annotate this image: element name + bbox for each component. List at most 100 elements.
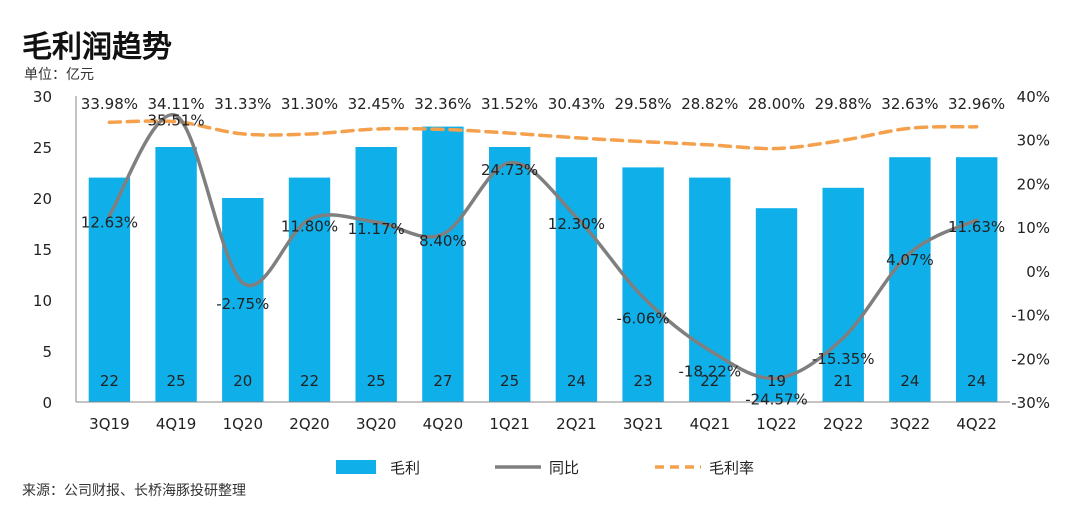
y-right-tick-label: 40%: [1017, 88, 1050, 106]
yoy-value-label: 11.17%: [348, 220, 405, 238]
bar-value-label: 22: [100, 372, 119, 390]
page-title: 毛利润趋势: [22, 30, 172, 65]
bar: [622, 167, 664, 402]
line-series: [107, 113, 979, 381]
x-tick-label: 2Q21: [556, 415, 596, 433]
margin-value-label: 29.88%: [815, 95, 872, 113]
bar: [422, 126, 464, 402]
y-left-tick-label: 0: [42, 394, 52, 412]
x-tick-label: 4Q21: [690, 415, 730, 433]
bar-value-label: 25: [167, 372, 186, 390]
margin-value-label: 30.43%: [548, 95, 605, 113]
yoy-value-label: 4.07%: [886, 251, 934, 269]
bar-value-label: 22: [300, 372, 319, 390]
y-right-tick-label: -30%: [1011, 394, 1050, 412]
legend-swatch-bar: [336, 460, 376, 474]
x-tick-label: 4Q19: [156, 415, 196, 433]
yoy-value-label: 24.73%: [481, 161, 538, 179]
yoy-value-label: 12.30%: [548, 215, 605, 233]
bar-value-label: 20: [233, 372, 252, 390]
margin-value-label: 29.58%: [614, 95, 671, 113]
unit-label: 单位：亿元: [24, 67, 94, 83]
yoy-value-label: 8.40%: [419, 232, 467, 250]
bar-value-label: 19: [767, 372, 786, 390]
bar-value-label: 25: [367, 372, 386, 390]
bar: [355, 147, 397, 402]
bar: [555, 157, 598, 402]
yoy-value-label: 35.51%: [147, 112, 204, 130]
x-tick-label: 3Q19: [89, 415, 129, 433]
bar-value-label: 25: [500, 372, 519, 390]
y-left-tick-label: 5: [42, 343, 52, 361]
margin-value-label: 32.45%: [348, 95, 405, 113]
bar-value-label: 24: [967, 372, 986, 390]
yoy-value-label: 11.80%: [281, 217, 338, 235]
yoy-value-label: 11.63%: [948, 218, 1005, 236]
bar: [822, 187, 864, 402]
margin-value-label: 28.00%: [748, 95, 805, 113]
yoy-value-label: -24.57%: [745, 390, 808, 408]
bar: [155, 147, 197, 402]
yoy-value-label: 12.63%: [81, 214, 138, 232]
bar-series: [88, 126, 998, 402]
bar-value-label: 22: [700, 372, 719, 390]
source-note: 来源：公司财报、长桥海豚投研整理: [22, 483, 246, 499]
margin-value-label: 28.82%: [681, 95, 738, 113]
margin-value-label: 32.96%: [948, 95, 1005, 113]
bar-value-label: 24: [900, 372, 919, 390]
y-left-tick-label: 25: [33, 139, 52, 157]
y-right-tick-label: -10%: [1011, 307, 1050, 325]
bar: [489, 147, 531, 402]
bar-value-label: 27: [433, 372, 452, 390]
bar: [222, 198, 264, 402]
margin-value-label: 31.33%: [214, 95, 271, 113]
data-labels: 22 25 20 22 25 27 25 24 23 22 19 21 24 24 33.98% 34.11%…: [81, 95, 1005, 408]
margin-value-label: 31.30%: [281, 95, 338, 113]
x-tick-label: 3Q22: [890, 415, 930, 433]
bar-value-label: 24: [567, 372, 586, 390]
y-left-tick-label: 20: [33, 190, 52, 208]
legend-label: 同比: [549, 459, 579, 477]
bar: [288, 177, 331, 402]
legend-label: 毛利: [390, 459, 420, 477]
legend: 毛利 同比 毛利率: [336, 459, 754, 477]
x-tick-label: 4Q20: [423, 415, 463, 433]
yoy-value-label: -15.35%: [812, 350, 875, 368]
x-tick-label: 2Q20: [289, 415, 329, 433]
x-tick-label: 1Q22: [756, 415, 796, 433]
bar-value-label: 21: [834, 372, 853, 390]
axes: 0 5 10 15 20 25 30 -30% -20% -10% 0% 10% 20% 30% 40% 3Q…: [33, 88, 1050, 433]
x-tick-label: 1Q20: [223, 415, 263, 433]
y-right-tick-label: 20%: [1017, 175, 1050, 193]
y-left-tick-label: 15: [33, 241, 52, 259]
legend-label: 毛利率: [709, 459, 754, 477]
yoy-line: [107, 113, 979, 381]
bar: [88, 177, 131, 402]
yoy-value-label: -6.06%: [617, 309, 670, 327]
x-tick-label: 3Q20: [356, 415, 396, 433]
yoy-value-label: -18.22%: [678, 363, 741, 381]
y-left-tick-label: 30: [33, 88, 52, 106]
bar: [689, 177, 731, 402]
y-right-tick-label: 30%: [1017, 132, 1050, 150]
margin-line: [107, 119, 979, 151]
margin-value-label: 31.52%: [481, 95, 538, 113]
margin-value-label: 32.36%: [414, 95, 471, 113]
x-tick-label: 1Q21: [489, 415, 529, 433]
x-tick-label: 2Q22: [823, 415, 863, 433]
y-right-tick-label: 10%: [1017, 219, 1050, 237]
margin-value-label: 33.98%: [81, 95, 138, 113]
bar: [755, 208, 798, 402]
y-left-tick-label: 10: [33, 292, 52, 310]
bar: [889, 157, 931, 402]
margin-value-label: 34.11%: [147, 95, 204, 113]
bar-value-label: 23: [634, 372, 653, 390]
yoy-value-label: -2.75%: [216, 295, 269, 313]
bar: [956, 157, 998, 402]
y-right-tick-label: -20%: [1011, 350, 1050, 368]
x-tick-label: 3Q21: [623, 415, 663, 433]
y-right-tick-label: 0%: [1026, 263, 1050, 281]
x-tick-label: 4Q22: [956, 415, 996, 433]
margin-value-label: 32.63%: [881, 95, 938, 113]
